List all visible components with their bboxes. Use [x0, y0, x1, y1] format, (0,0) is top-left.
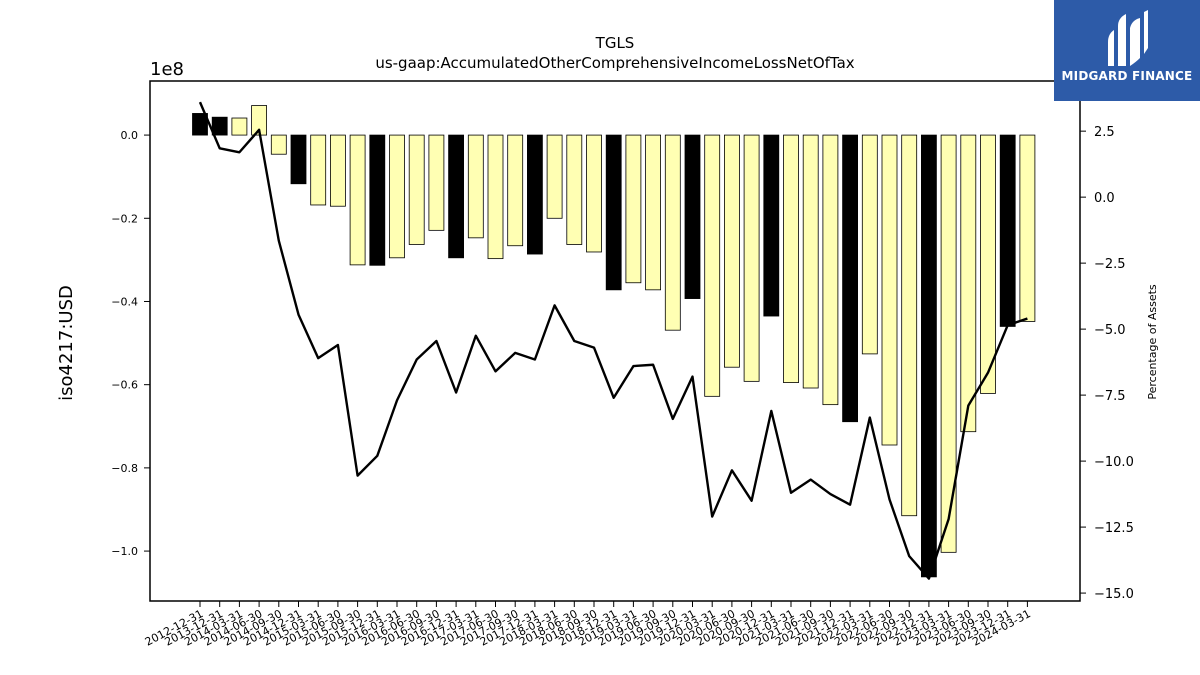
- bar: [664, 134, 681, 331]
- y2-tick-label: −2.5: [1094, 257, 1126, 272]
- bar: [861, 134, 878, 355]
- y-tick-label: −0.4: [111, 295, 138, 308]
- bar: [349, 134, 366, 266]
- bar: [192, 113, 208, 136]
- bar: [408, 134, 425, 245]
- bar: [881, 134, 898, 446]
- chart-subtitle: us-gaap:AccumulatedOtherComprehensiveInc…: [375, 54, 854, 72]
- bar: [290, 134, 307, 185]
- bar: [901, 134, 918, 517]
- y-tick-label: −0.6: [111, 379, 138, 392]
- y-tick-label: −0.8: [111, 462, 138, 475]
- bar: [546, 134, 563, 219]
- y2-tick-label: −7.5: [1094, 389, 1126, 404]
- line-path: [198, 101, 1028, 580]
- bar: [960, 134, 977, 433]
- bar: [527, 134, 543, 255]
- bar: [783, 134, 799, 384]
- bar: [625, 134, 642, 284]
- bar: [566, 134, 583, 245]
- bar: [921, 134, 937, 578]
- bar: [487, 134, 504, 260]
- bar: [605, 134, 622, 291]
- bar: [448, 134, 465, 259]
- bar: [802, 134, 819, 389]
- bar: [980, 134, 996, 394]
- bar: [842, 134, 858, 423]
- bar: [369, 134, 386, 266]
- bar: [507, 134, 524, 247]
- bar: [389, 134, 405, 259]
- chart-title: TGLS: [595, 34, 635, 52]
- y-tick-label: −0.2: [111, 212, 138, 225]
- y2-tick-label: −12.5: [1094, 521, 1134, 536]
- y-axis-label: iso4217:USD: [56, 285, 77, 401]
- y2-tick-label: −10.0: [1094, 455, 1134, 470]
- y-tick-label: −1.0: [111, 545, 138, 558]
- bar: [645, 134, 661, 291]
- y2-tick-label: 0.0: [1094, 191, 1115, 206]
- midgard-logo-icon: [1108, 10, 1148, 66]
- bar: [743, 134, 760, 382]
- bar: [724, 134, 740, 368]
- y2-axis: 2.5 0.0 −2.5 −5.0 −7.5 −10.0 −12.5 −15.0: [1080, 125, 1134, 602]
- bar: [428, 134, 445, 231]
- bar: [684, 134, 701, 299]
- bar: [231, 117, 248, 136]
- bar: [467, 134, 484, 239]
- bar: [704, 134, 721, 397]
- bar: [940, 134, 957, 553]
- brand-logo: MIDGARD FINANCE: [1054, 0, 1200, 101]
- brand-name: MIDGARD FINANCE: [1061, 69, 1193, 83]
- bar: [270, 134, 287, 155]
- x-axis: 2012-12-312013-12-312014-03-312014-06-30…: [143, 601, 1033, 649]
- y-tick-label: 0.0: [121, 129, 139, 142]
- y2-tick-label: 2.5: [1094, 125, 1115, 140]
- y2-tick-label: −5.0: [1094, 323, 1126, 338]
- bar: [763, 134, 780, 317]
- bar: [211, 116, 228, 136]
- y2-axis-label: Percentage of Assets: [1146, 284, 1159, 400]
- bar: [310, 134, 327, 206]
- bar-series: [192, 105, 1036, 578]
- y2-tick-label: −15.0: [1094, 587, 1134, 602]
- plot-frame: [149, 80, 1081, 602]
- y-axis-scale-label: 1e8: [150, 59, 184, 80]
- bar: [822, 134, 839, 406]
- y-axis: 0.0 −0.2 −0.4 −0.6 −0.8 −1.0: [111, 129, 150, 558]
- bar: [586, 134, 602, 253]
- bar: [329, 134, 346, 207]
- line-series: [198, 101, 1028, 580]
- bar: [1019, 134, 1036, 322]
- bar: [999, 134, 1016, 327]
